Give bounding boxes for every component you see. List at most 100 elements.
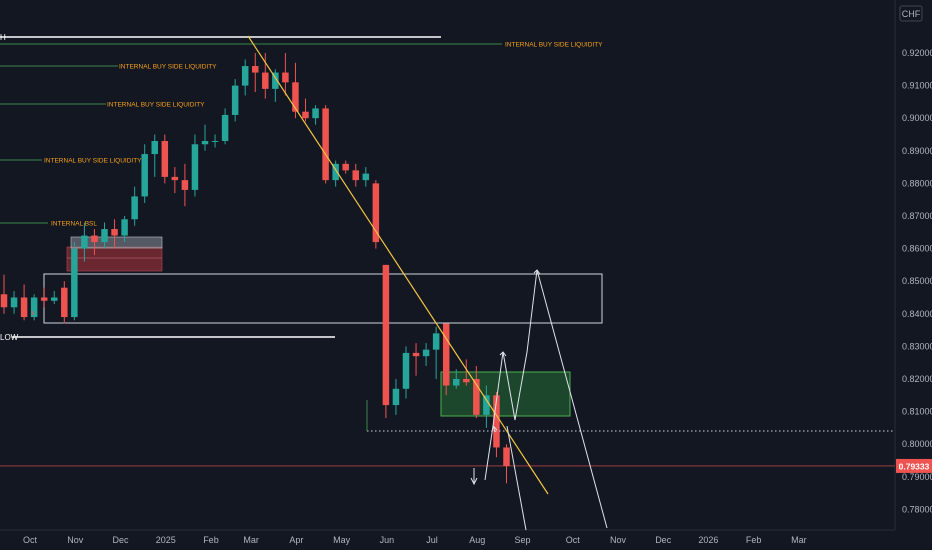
projection-down-path [506, 425, 527, 531]
x-marker: x [31, 310, 35, 317]
candle-body [372, 183, 380, 243]
candle-body [302, 111, 309, 119]
candle-body [412, 352, 420, 357]
liquidity-label: INTERNAL BUY SIDE LIQUIDITY [107, 102, 205, 109]
candle-body [282, 72, 289, 83]
candle-body [181, 180, 189, 190]
high-level-label: H [0, 33, 6, 42]
projection-arrow-1 [492, 425, 498, 433]
price-tick-label: 0.79000 [902, 472, 932, 482]
candle-body [382, 264, 390, 406]
current-price-label: 0.79333 [899, 461, 930, 471]
candle-body [171, 176, 179, 181]
axis-layer: 0.92000 0.91000 0.90000 0.89000 0.88000 0.870… [23, 5, 932, 545]
candle-body [91, 235, 98, 243]
time-tick-label: Mar [243, 535, 259, 545]
candle-body [101, 229, 108, 243]
candle-body [322, 108, 329, 181]
time-tick-label: 2025 [156, 535, 176, 545]
candle-body [0, 294, 8, 308]
candle-body [51, 297, 58, 301]
time-tick-label: Oct [23, 535, 38, 545]
supply-zone [66, 246, 163, 272]
projection-arrow-2 [499, 351, 507, 357]
price-tick-label: 0.80000 [902, 439, 932, 449]
price-tick-label: 0.82000 [902, 374, 932, 384]
current-price-tag [896, 458, 932, 473]
candle-body [71, 248, 78, 318]
candle-body [463, 379, 470, 383]
projection-arrow-3 [533, 269, 541, 275]
candle-body [121, 219, 128, 236]
currency-label: CHF [902, 9, 921, 19]
candle-body [352, 170, 359, 181]
candle-body [30, 297, 38, 318]
candle-body [442, 323, 450, 386]
candle-body [191, 144, 199, 190]
candle-body [453, 379, 460, 386]
candle-body [342, 163, 349, 171]
zone-layer [43, 236, 603, 417]
candle-body [272, 72, 279, 89]
price-tick-label: 0.84000 [902, 309, 932, 319]
candle-body [81, 235, 88, 249]
liquidity-label: INTERNAL BUY SIDE LIQUIDITY [44, 158, 142, 165]
candle-body [312, 108, 319, 119]
descending-trendline [247, 35, 549, 495]
candle-body [483, 395, 490, 415]
candle-body [131, 196, 138, 220]
price-tick-label: 0.89000 [902, 146, 932, 156]
price-tick-label: 0.91000 [902, 81, 932, 91]
grey-zone [70, 236, 163, 249]
candle-body [231, 85, 239, 115]
time-tick-label: Jun [380, 535, 395, 545]
price-tick-label: 0.92000 [902, 48, 932, 58]
candle-body [40, 297, 48, 301]
candle-body [402, 352, 410, 389]
currency-badge[interactable] [899, 5, 923, 22]
price-tick-label: 0.87000 [902, 211, 932, 221]
time-tick-label: Nov [610, 535, 627, 545]
candle-body [151, 141, 158, 155]
time-tick-label: Oct [566, 535, 581, 545]
demand-zone [440, 371, 571, 417]
candle-body [292, 82, 299, 112]
candle-body [362, 173, 370, 181]
time-tick-label: Apr [289, 535, 303, 545]
time-tick-label: Aug [469, 535, 485, 545]
price-tick-label: 0.78000 [902, 504, 932, 514]
candle-body [422, 349, 430, 357]
time-tick-label: 2026 [698, 535, 718, 545]
liquidity-label: INTERNAL BUY SIDE LIQUIDITY [505, 42, 603, 49]
time-tick-label: Feb [203, 535, 219, 545]
candle-body [473, 379, 480, 415]
candle-body [211, 141, 219, 143]
candle-body [503, 447, 510, 467]
time-tick-label: Dec [655, 535, 672, 545]
candle-body [201, 141, 209, 145]
price-tick-label: 0.85000 [902, 276, 932, 286]
price-tick-label: 0.90000 [902, 113, 932, 123]
drawing-layer: H LOW INTERNAL BUY SIDE LIQUIDITY INTERNAL … [0, 33, 895, 531]
candle-body [161, 141, 169, 177]
candle-body [111, 229, 118, 236]
candle-body [241, 66, 249, 86]
candle-body [252, 66, 259, 73]
liquidity-label: INTERNAL BUY SIDE LIQUIDITY [119, 64, 217, 71]
time-tick-label: May [333, 535, 351, 545]
candle-layer [0, 53, 510, 484]
candle-body [10, 297, 18, 308]
candle-body [262, 72, 269, 89]
candle-body [141, 154, 148, 197]
range-box [43, 273, 603, 324]
price-tick-label: 0.88000 [902, 178, 932, 188]
candle-body [221, 114, 229, 142]
grid-layer [0, 0, 896, 531]
time-tick-label: Mar [791, 535, 807, 545]
candle-body [20, 297, 28, 318]
time-tick-label: Dec [112, 535, 129, 545]
price-tick-label: 0.81000 [902, 407, 932, 417]
candle-body [432, 333, 440, 350]
liquidity-label: INTERNAL BSL [51, 221, 97, 228]
